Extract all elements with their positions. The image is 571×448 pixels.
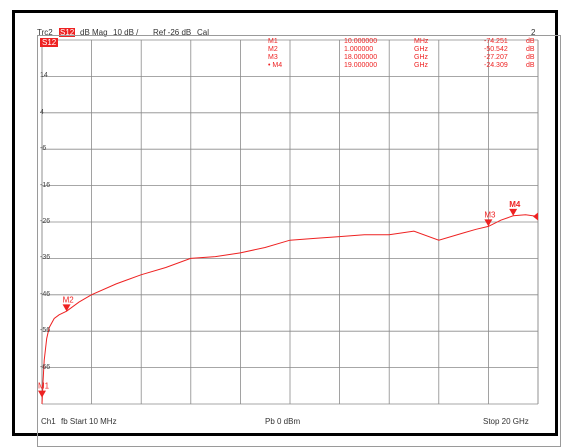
- marker-label: M4: [509, 200, 521, 209]
- trace-format[interactable]: dB Mag: [80, 28, 108, 37]
- marker-table-frequency: 1.000000: [344, 46, 374, 53]
- y-tick-label: 14: [40, 72, 48, 80]
- trace-scale[interactable]: 10 dB /: [113, 28, 139, 37]
- marker-table-value: -27.207: [484, 54, 508, 61]
- stop-frequency[interactable]: Stop 20 GHz: [483, 417, 529, 426]
- marker-label: M1: [38, 382, 50, 391]
- marker-triangle: [484, 219, 493, 227]
- marker-triangle: [509, 208, 518, 216]
- start-frequency[interactable]: fb Start 10 MHz: [61, 417, 117, 426]
- cal-status: Cal: [197, 28, 210, 37]
- trace-line: [41, 214, 539, 405]
- marker-table-unit: GHz: [414, 54, 428, 61]
- y-tick-label: 4: [40, 108, 44, 116]
- marker-table-name: • M4: [268, 62, 283, 69]
- diagram-area[interactable]: M1 M2 M3 M4 S12 14 4 -6 -16 -26 -36 -46 -56 -66 M1 1…: [37, 35, 561, 447]
- marker-table-value: -50.542: [484, 46, 508, 53]
- marker-table-value: -74.251: [484, 38, 508, 45]
- trace-reference[interactable]: Ref -26 dB: [153, 28, 192, 37]
- y-tick-label: -6: [40, 145, 47, 153]
- marker-label: M2: [63, 295, 75, 304]
- marker-triangle: [38, 390, 46, 398]
- marker-table-value-unit: dB: [526, 54, 535, 61]
- marker-table-unit: MHz: [414, 38, 429, 45]
- analyzer-window: Trc2 S12 dB Mag 10 dB / Ref -26 dB Cal 2…: [12, 10, 561, 447]
- trace-reference-badge[interactable]: S12: [40, 38, 59, 47]
- marker-table-unit: GHz: [414, 62, 428, 69]
- marker-table-unit: GHz: [414, 46, 428, 53]
- marker-table-value-unit: dB: [526, 46, 535, 53]
- marker-table-name: M2: [268, 46, 278, 53]
- y-tick-label: -56: [40, 327, 51, 335]
- y-tick-label: -36: [40, 254, 51, 262]
- marker-table-frequency: 18.000000: [344, 54, 378, 61]
- marker-table-frequency: 10.000000: [344, 38, 378, 45]
- marker-triangle: [62, 304, 71, 312]
- marker-table-name: M1: [268, 38, 278, 45]
- source-power[interactable]: Pb 0 dBm: [265, 417, 301, 426]
- window-number: 2: [531, 28, 536, 37]
- trace-param-badge[interactable]: S12: [59, 28, 76, 37]
- marker-table-frequency: 19.000000: [344, 62, 378, 69]
- marker-table-value-unit: dB: [526, 38, 535, 45]
- channel-label[interactable]: Ch1: [41, 417, 56, 426]
- y-tick-label: -66: [40, 363, 51, 371]
- reference-arrow: [533, 212, 538, 221]
- marker-table-name: M3: [268, 54, 278, 61]
- y-tick-label: -46: [40, 290, 51, 298]
- y-tick-label: -26: [40, 218, 51, 225]
- trace-name[interactable]: Trc2: [37, 28, 53, 37]
- marker-table-value: -24.309: [484, 62, 508, 69]
- y-tick-label: -16: [40, 181, 51, 189]
- marker-label: M3: [484, 210, 496, 219]
- marker-table-value-unit: dB: [526, 62, 535, 69]
